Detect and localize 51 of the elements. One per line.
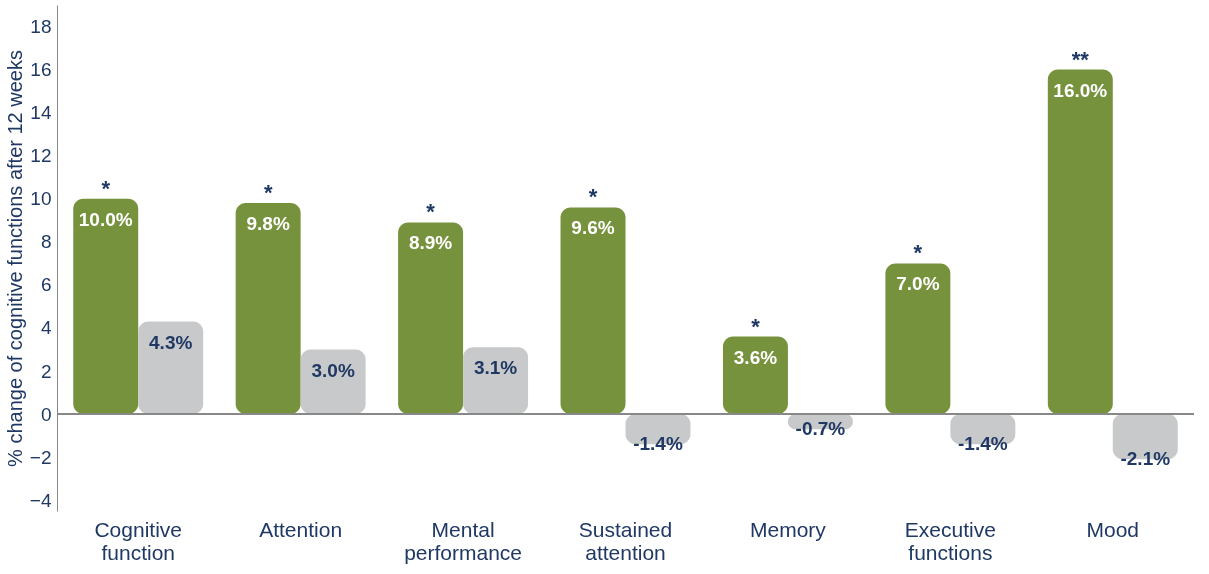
annotation: *: [426, 199, 436, 225]
annotation: *: [588, 184, 598, 210]
bar: [1047, 69, 1113, 415]
x-tick-label: Attention: [259, 517, 343, 541]
y-tick-label: 6: [40, 274, 52, 296]
bar: [463, 347, 529, 415]
data-label: 9.6%: [571, 217, 615, 239]
annotation: *: [913, 240, 923, 266]
data-label: -2.1%: [1120, 448, 1171, 470]
x-tick-label: Memory: [750, 517, 827, 541]
data-label: -1.4%: [633, 433, 683, 455]
data-label: 3.0%: [311, 359, 355, 381]
y-tick-label: −2: [29, 446, 52, 468]
bar: [73, 198, 139, 415]
annotation: *: [263, 180, 273, 206]
y-axis-title: % change of cognitive functions after 12 weeks: [3, 50, 26, 467]
y-tick-label: 10: [30, 188, 52, 210]
y-tick-label: −4: [29, 489, 52, 511]
data-label: -0.7%: [795, 418, 846, 440]
annotation: *: [751, 313, 761, 339]
y-tick-label: 16: [30, 59, 52, 81]
data-label: 4.3%: [149, 331, 193, 353]
bar: [885, 263, 951, 415]
y-tick-label: 8: [40, 231, 52, 253]
data-label: 16.0%: [1053, 79, 1108, 101]
bar: [560, 207, 626, 415]
y-tick-label: 14: [30, 102, 52, 124]
bar: [300, 349, 366, 415]
annotation: **: [1071, 46, 1090, 72]
annotation: *: [101, 175, 111, 201]
y-tick-label: 4: [40, 317, 52, 339]
x-tick-label: Mental performance: [404, 517, 523, 564]
x-tick-label: Mood: [1086, 517, 1140, 541]
y-tick-label: 2: [40, 360, 52, 382]
y-tick-label: 0: [40, 403, 52, 425]
data-label: 10.0%: [78, 208, 133, 230]
x-tick-label: Cognitive function: [94, 517, 182, 564]
y-tick-label: 12: [30, 145, 52, 167]
y-tick-label: 18: [30, 16, 52, 38]
x-tick-label: Executive functions: [904, 517, 996, 564]
data-label: 9.8%: [246, 213, 290, 235]
data-label: -1.4%: [958, 433, 1008, 455]
x-tick-label: Sustained attention: [578, 517, 673, 564]
bar: [722, 336, 788, 415]
bar: [138, 321, 204, 415]
bar: [398, 222, 464, 415]
data-label: 7.0%: [896, 273, 940, 295]
bar: [235, 203, 301, 415]
data-label: 3.1%: [473, 357, 518, 379]
data-label: 3.6%: [733, 346, 778, 368]
data-label: 8.9%: [408, 232, 453, 254]
